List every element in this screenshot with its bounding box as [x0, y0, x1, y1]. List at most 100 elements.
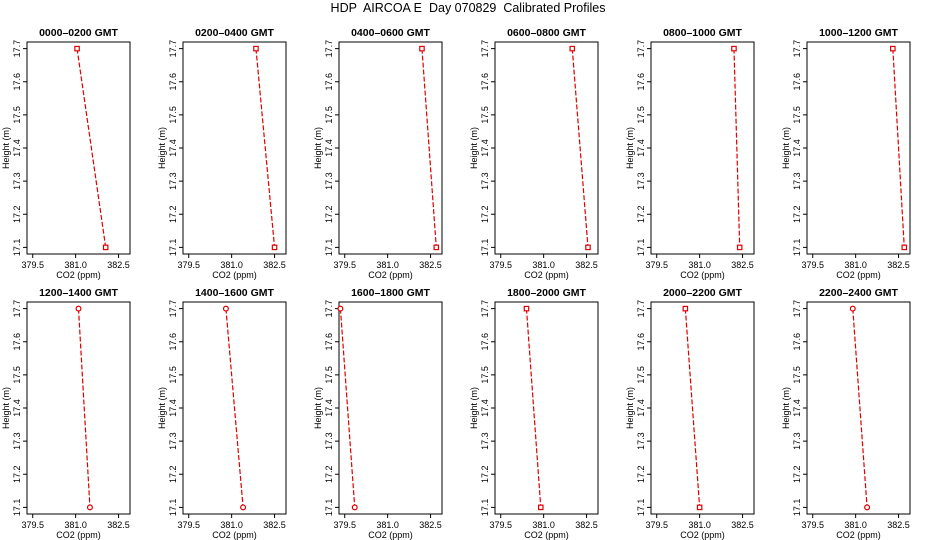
- x-tick-label: 381.0: [844, 520, 867, 530]
- data-point: [222, 305, 229, 312]
- y-tick-label: 17.4: [12, 139, 22, 157]
- y-tick-label: 17.3: [636, 432, 646, 450]
- x-tick-label: 379.5: [801, 520, 824, 530]
- x-axis-label: CO2 (ppm): [368, 270, 413, 280]
- series-line: [733, 48, 741, 248]
- y-tick-label: 17.2: [12, 205, 22, 223]
- chart-title: 1000–1200 GMT: [819, 27, 898, 39]
- chart-panel: 0200–0400 GMT 379.5 381.0 382.5 CO2 (ppm) 17.…: [157, 27, 287, 280]
- y-tick-label: 17.1: [792, 239, 802, 257]
- y-tick-label: 17.5: [168, 106, 178, 124]
- y-axis-label: Height (m): [781, 387, 791, 429]
- y-tick-label: 17.6: [324, 73, 334, 91]
- data-point: [682, 305, 689, 312]
- x-axis-label: CO2 (ppm): [836, 530, 881, 540]
- x-tick-label: 381.0: [844, 260, 867, 270]
- y-tick-label: 17.2: [636, 465, 646, 483]
- chart-panel: 2200–2400 GMT 379.5 381.0 382.5 CO2 (ppm) 17.…: [781, 287, 911, 540]
- plot-frame: [650, 41, 755, 255]
- y-tick-label: 17.2: [636, 205, 646, 223]
- y-tick-label: 17.5: [12, 106, 22, 124]
- chart-title: 0600–0800 GMT: [507, 27, 586, 39]
- y-tick-label: 17.3: [324, 172, 334, 190]
- x-tick-label: 381.0: [64, 260, 87, 270]
- y-axis-label: Height (m): [157, 387, 167, 429]
- y-tick-label: 17.6: [168, 73, 178, 91]
- data-point: [569, 45, 576, 52]
- data-point: [849, 305, 856, 312]
- series-line: [339, 308, 356, 508]
- y-tick-label: 17.4: [168, 399, 178, 417]
- series-line: [77, 308, 91, 508]
- y-axis-label: Height (m): [313, 387, 323, 429]
- y-tick-label: 17.7: [792, 40, 802, 58]
- x-axis-label: CO2 (ppm): [524, 530, 569, 540]
- chart-panel: 0000–0200 GMT 379.5 381.0 382.5 CO2 (ppm) 17.…: [1, 27, 131, 280]
- y-tick-label: 17.6: [480, 333, 490, 351]
- plot-frame: [26, 41, 131, 255]
- y-tick-label: 17.6: [480, 73, 490, 91]
- y-axis-label: Height (m): [469, 127, 479, 169]
- y-tick-label: 17.5: [480, 366, 490, 384]
- y-tick-label: 17.7: [324, 40, 334, 58]
- chart-title: 1400–1600 GMT: [195, 287, 274, 299]
- y-tick-label: 17.7: [168, 300, 178, 318]
- x-tick-label: 381.0: [64, 520, 87, 530]
- data-point: [253, 45, 259, 52]
- chart-title: 1600–1800 GMT: [351, 287, 430, 299]
- data-point: [271, 244, 278, 251]
- y-tick-label: 17.7: [168, 40, 178, 58]
- x-axis-label: CO2 (ppm): [212, 530, 257, 540]
- chart-title: 2000–2200 GMT: [663, 287, 742, 299]
- y-tick-label: 17.1: [324, 499, 334, 517]
- y-tick-label: 17.7: [480, 300, 490, 318]
- y-tick-label: 17.3: [12, 432, 22, 450]
- chart-panel: 0800–1000 GMT 379.5 381.0 382.5 CO2 (ppm) 17.…: [625, 27, 755, 280]
- y-tick-label: 17.7: [636, 300, 646, 318]
- y-tick-label: 17.6: [12, 333, 22, 351]
- y-tick-label: 17.2: [168, 465, 178, 483]
- y-tick-label: 17.4: [168, 139, 178, 157]
- series-line: [571, 48, 589, 248]
- y-tick-label: 17.1: [168, 499, 178, 517]
- x-tick-label: 381.0: [532, 520, 555, 530]
- y-axis-label: Height (m): [313, 127, 323, 169]
- x-tick-label: 382.5: [419, 520, 442, 530]
- y-tick-label: 17.3: [480, 432, 490, 450]
- y-tick-label: 17.5: [12, 366, 22, 384]
- chart-title: 0200–0400 GMT: [195, 27, 274, 39]
- x-tick-label: 379.5: [21, 520, 44, 530]
- x-axis-label: CO2 (ppm): [680, 530, 725, 540]
- x-axis-label: CO2 (ppm): [524, 270, 569, 280]
- x-tick-label: 382.5: [575, 260, 598, 270]
- data-point: [537, 504, 544, 511]
- y-axis-label: Height (m): [157, 127, 167, 169]
- y-tick-label: 17.4: [324, 139, 334, 157]
- y-tick-label: 17.6: [168, 333, 178, 351]
- y-tick-label: 17.1: [324, 239, 334, 257]
- x-axis-label: CO2 (ppm): [212, 270, 257, 280]
- plot-frame: [494, 301, 599, 515]
- x-axis-label: CO2 (ppm): [680, 270, 725, 280]
- chart-title: 1200–1400 GMT: [39, 287, 118, 299]
- series-line: [255, 48, 276, 248]
- data-point: [696, 504, 703, 511]
- x-tick-label: 382.5: [263, 520, 286, 530]
- x-tick-label: 381.0: [220, 260, 243, 270]
- y-axis-label: Height (m): [469, 387, 479, 429]
- x-tick-label: 379.5: [489, 520, 512, 530]
- y-tick-label: 17.3: [168, 432, 178, 450]
- data-point: [731, 45, 737, 52]
- y-tick-label: 17.1: [636, 239, 646, 257]
- y-tick-label: 17.5: [792, 366, 802, 384]
- x-axis-label: CO2 (ppm): [56, 270, 101, 280]
- y-tick-label: 17.1: [792, 499, 802, 517]
- chart-panel: 1400–1600 GMT 379.5 381.0 382.5 CO2 (ppm) 17.…: [157, 287, 287, 540]
- chart-panel: 1600–1800 GMT 379.5 381.0 382.5 CO2 (ppm) 17.…: [313, 287, 443, 540]
- y-axis-label: Height (m): [1, 127, 11, 169]
- x-tick-label: 382.5: [107, 260, 130, 270]
- data-point: [585, 244, 591, 251]
- plot-frame: [806, 301, 911, 515]
- x-tick-label: 379.5: [333, 260, 356, 270]
- data-point: [419, 45, 425, 52]
